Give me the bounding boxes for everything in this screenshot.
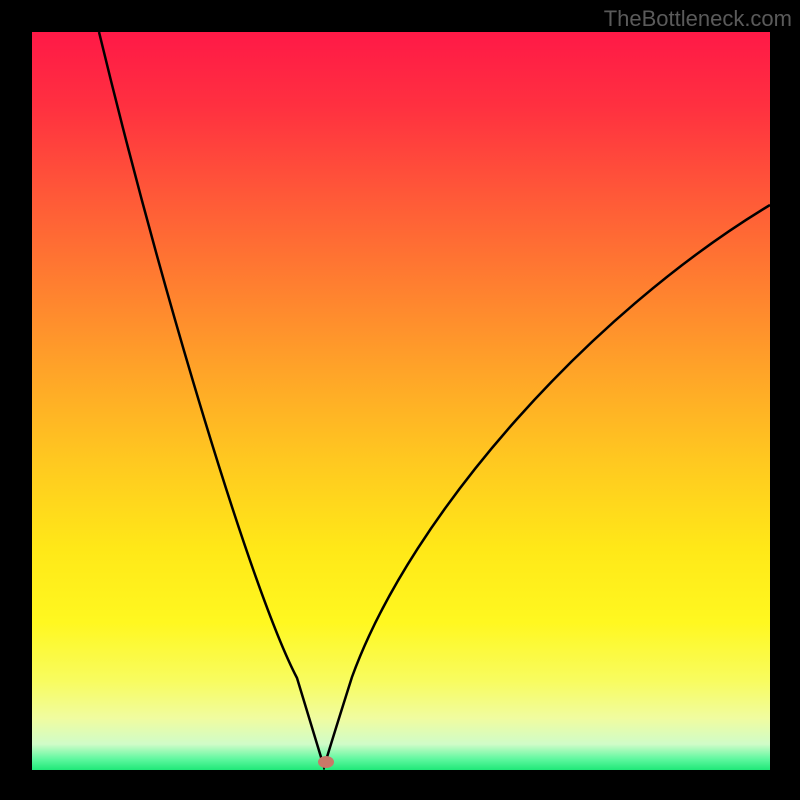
bottleneck-curve	[32, 32, 770, 770]
curve-path	[99, 32, 770, 767]
plot-area	[32, 32, 770, 770]
vertex-marker	[318, 756, 334, 768]
watermark-text: TheBottleneck.com	[604, 6, 792, 32]
